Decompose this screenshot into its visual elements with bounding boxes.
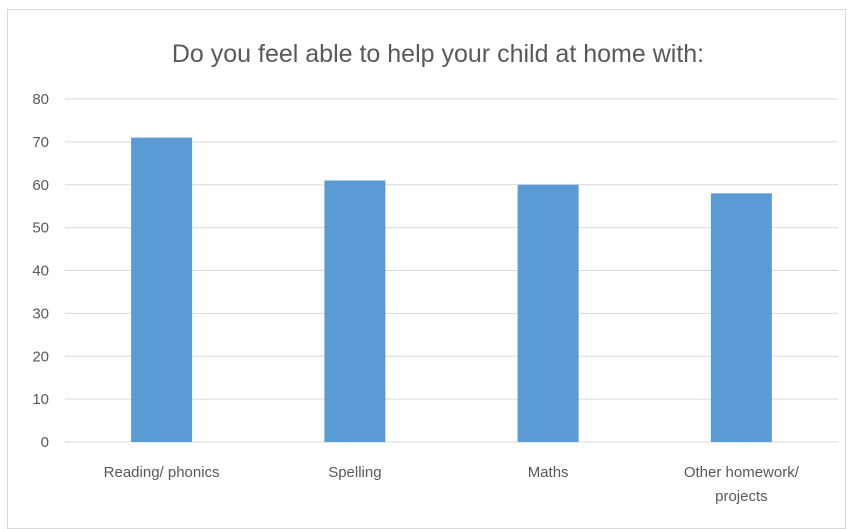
y-axis-ticks: 0 10 20 30 40 50 60 70 80 — [32, 91, 49, 451]
y-tick-label: 80 — [32, 91, 49, 108]
y-tick-label: 0 — [41, 434, 49, 451]
y-tick-label: 50 — [32, 220, 49, 237]
y-tick-label: 70 — [32, 134, 49, 151]
bar-1 — [131, 137, 193, 442]
y-tick-label: 60 — [32, 177, 49, 194]
x-category-label: Spelling — [328, 464, 381, 481]
bar-4 — [710, 193, 772, 442]
gridlines — [65, 98, 838, 443]
bars — [131, 137, 772, 442]
y-tick-label: 20 — [32, 348, 49, 365]
x-category-label: Other homework/ — [684, 464, 800, 481]
chart-title: Do you feel able to help your child at h… — [172, 40, 704, 68]
x-axis-labels: Reading/ phonics Spelling Maths Other homew… — [104, 464, 800, 505]
y-tick-label: 30 — [32, 305, 49, 322]
bar-2 — [324, 180, 386, 442]
bar-chart: Do you feel able to help your child at h… — [32, 40, 838, 505]
y-tick-label: 10 — [32, 391, 49, 408]
x-category-label: Maths — [528, 464, 569, 481]
y-tick-label: 40 — [32, 263, 49, 280]
x-category-label: Reading/ phonics — [104, 464, 220, 481]
x-category-label: projects — [715, 488, 768, 505]
bar-3 — [517, 184, 579, 442]
